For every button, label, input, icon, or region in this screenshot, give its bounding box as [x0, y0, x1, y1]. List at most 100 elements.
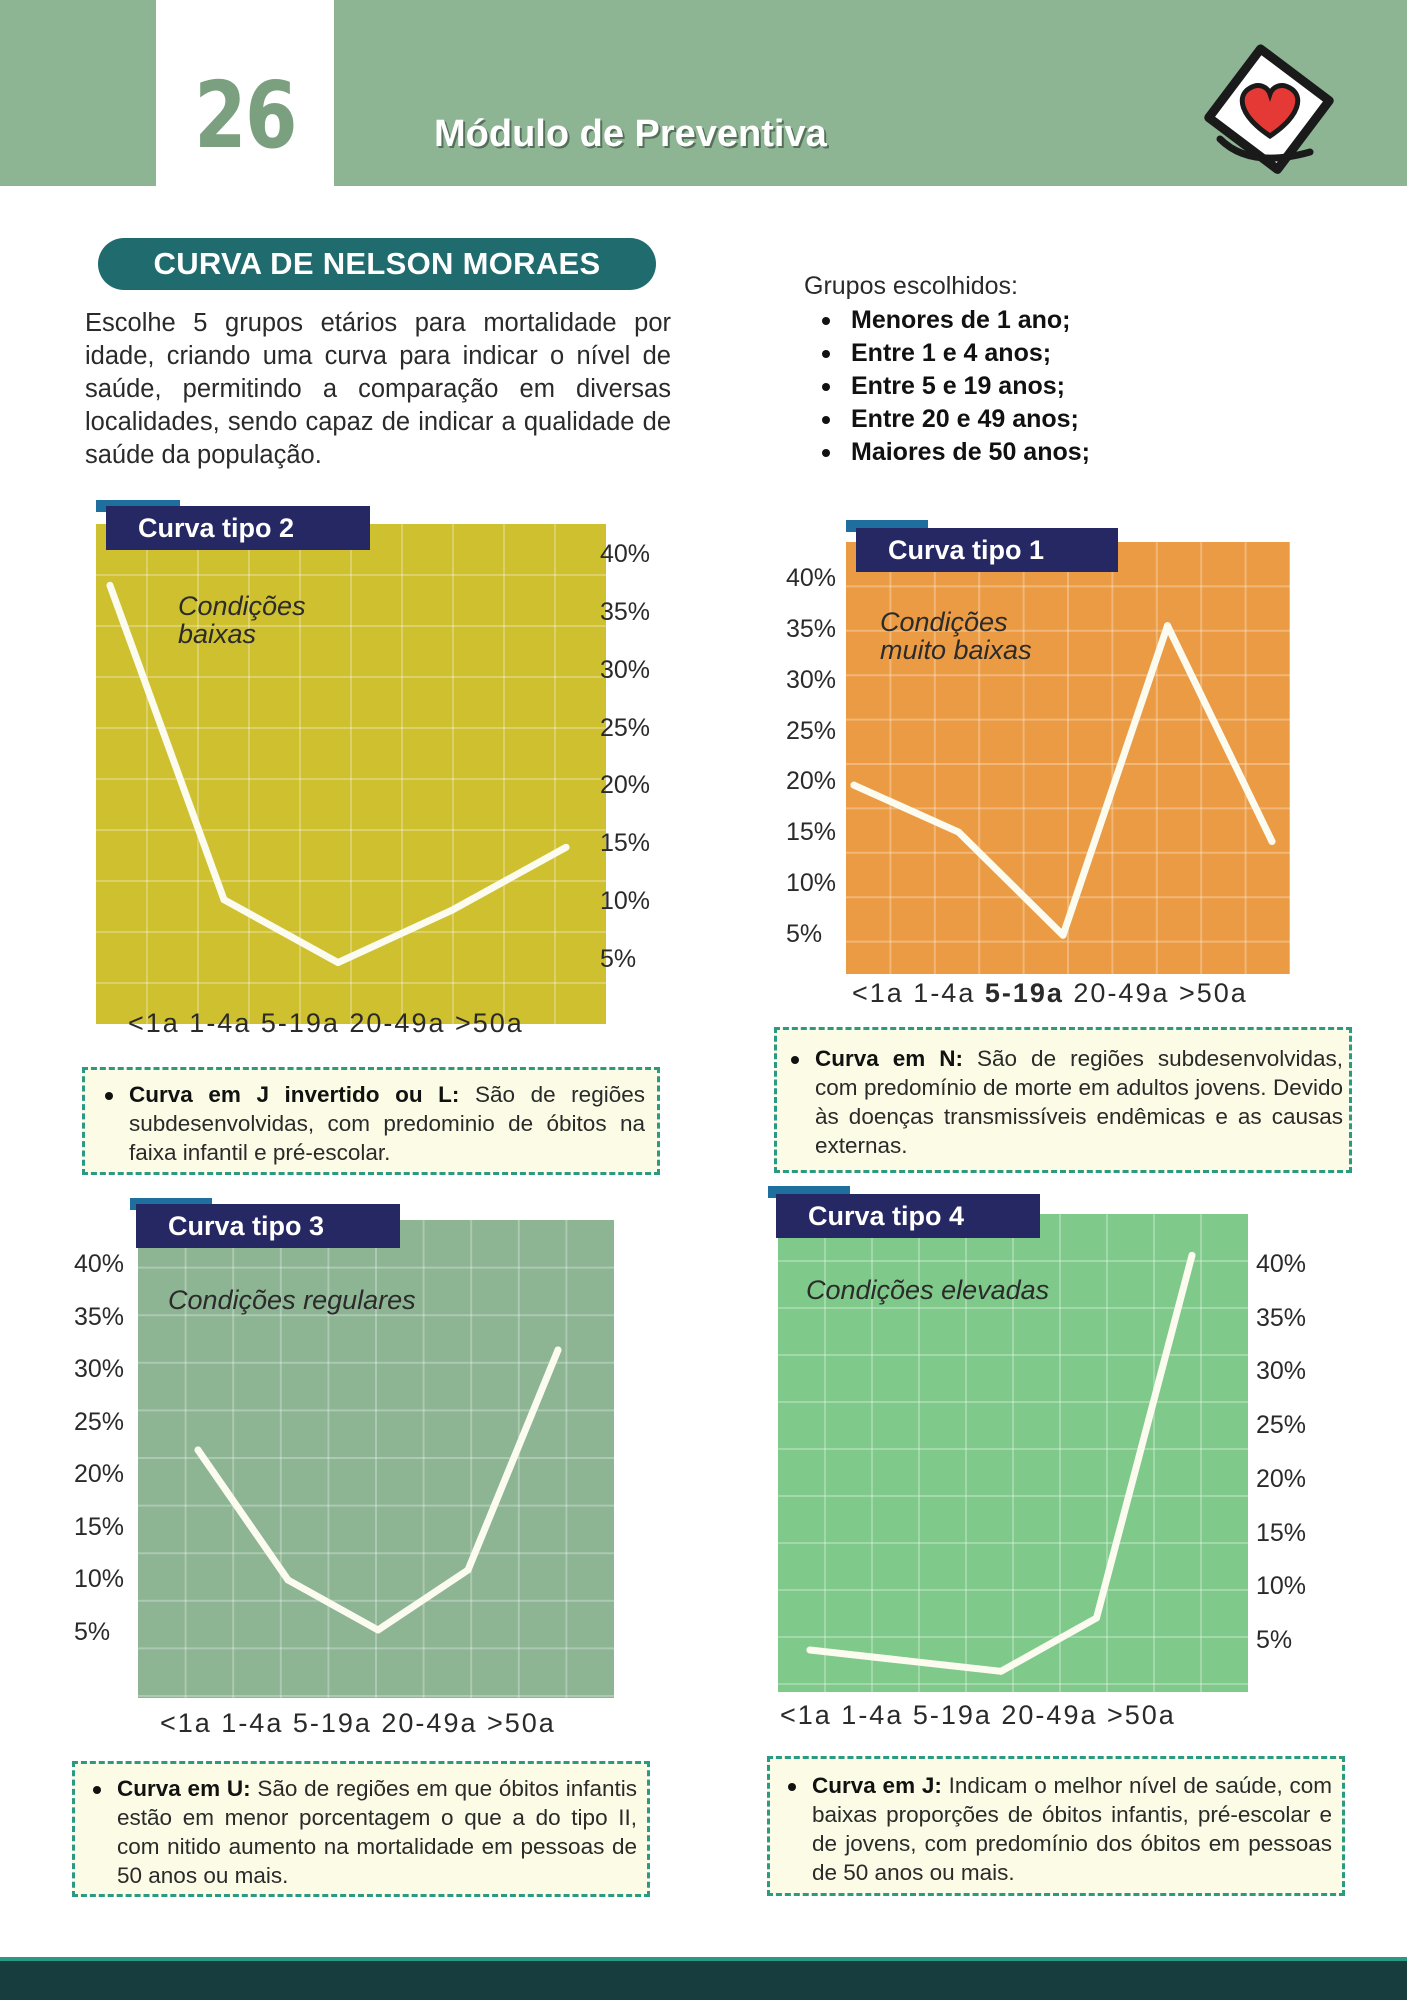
y-tick-label: 25%	[1256, 1411, 1307, 1440]
y-tick-label: 20%	[786, 767, 837, 796]
note-text: São de regiões em que óbitos infantis es…	[117, 1776, 637, 1888]
y-tick-label: 20%	[600, 771, 651, 800]
y-tick-label: 10%	[600, 887, 651, 916]
list-item: Menores de 1 ano;	[818, 304, 1090, 337]
y-tick-label: 5%	[600, 945, 637, 973]
data-point	[1188, 1251, 1196, 1259]
y-tick-label: 25%	[786, 716, 837, 745]
note-curva-u: Curva em U: São de regiões em que óbitos…	[72, 1761, 650, 1897]
data-point	[106, 581, 114, 589]
data-point	[220, 896, 228, 904]
chart-plot-area	[778, 1214, 1248, 1692]
y-tick-label: 30%	[786, 665, 837, 694]
note-curva-j: Curva em J: Indicam o melhor nível de sa…	[767, 1756, 1345, 1896]
y-tick-label: 25%	[74, 1407, 125, 1436]
y-tick-label: 40%	[74, 1250, 125, 1278]
y-tick-label: 35%	[1256, 1303, 1307, 1332]
x-axis-labels: <1a 1-4a 5-19a 20-49a >50a	[780, 1700, 1176, 1730]
data-point	[448, 906, 456, 914]
list-item: Maiores de 50 anos;	[818, 436, 1090, 469]
x-axis-labels: <1a 1-4a 5-19a 20-49a >50a	[852, 978, 1248, 1009]
data-point	[997, 1667, 1005, 1675]
data-point	[284, 1576, 292, 1584]
note-text: São de regiões subdesenvolvidas, com pre…	[129, 1082, 645, 1165]
y-tick-label: 25%	[600, 713, 651, 742]
chart-tab-label: Curva tipo 3	[136, 1204, 400, 1248]
chart-background	[778, 1214, 1248, 1692]
page-number-box	[156, 0, 334, 186]
note-term: Curva em N:	[815, 1046, 964, 1071]
y-tick-label: 40%	[1256, 1250, 1307, 1278]
list-item: Entre 5 e 19 anos;	[818, 370, 1090, 403]
y-tick-label: 10%	[74, 1565, 125, 1594]
y-tick-label: 30%	[600, 655, 651, 684]
chart-condition-label: Condições elevadas	[806, 1275, 1050, 1305]
data-point	[1268, 837, 1276, 845]
chart-curva-tipo-3: Curva tipo 3 Condições regulares 40% 35% 3…	[70, 1198, 650, 1748]
note-term: Curva em J:	[812, 1773, 942, 1798]
chart-background	[846, 542, 1290, 974]
x-axis-labels-start: <1a 1-4a	[852, 978, 985, 1008]
y-tick-label: 35%	[74, 1302, 125, 1331]
data-point	[334, 959, 342, 967]
chart-curva-tipo-2: Curva tipo 2 Condições baixas 40% 35% 30% 2…	[96, 500, 666, 1040]
chart-condition-label: Condições muito baixas	[880, 607, 1032, 665]
data-point	[374, 1626, 382, 1634]
y-tick-label: 35%	[600, 597, 651, 626]
chart-condition-label: Condições baixas	[178, 591, 306, 649]
y-tick-label: 15%	[1256, 1518, 1307, 1547]
chart-condition-label: Condições regulares	[168, 1285, 416, 1315]
y-tick-label: 20%	[1256, 1464, 1307, 1493]
chart-plot-area	[846, 542, 1290, 974]
data-point	[194, 1446, 202, 1454]
chart-tab-label: Curva tipo 2	[106, 506, 370, 550]
footer-accent-line	[0, 1957, 1407, 1961]
chart-curva-tipo-1: Curva tipo 1 Condições muito baixas 40% 3…	[776, 520, 1316, 1020]
list-item: Curva em J invertido ou L: São de regiõe…	[97, 1080, 645, 1167]
chart-plot-area	[138, 1220, 614, 1698]
chart-curva-tipo-4: Curva tipo 4 Condições elevadas 40% 35% 30…	[768, 1186, 1328, 1730]
y-tick-label: 5%	[1256, 1626, 1293, 1654]
note-term: Curva em U:	[117, 1776, 251, 1801]
y-tick-label: 40%	[600, 540, 651, 568]
data-point	[850, 781, 858, 789]
data-point	[554, 1346, 562, 1354]
list-item: Curva em N: São de regiões subdesenvolvi…	[783, 1044, 1343, 1160]
note-curva-n: Curva em N: São de regiões subdesenvolvi…	[774, 1027, 1352, 1173]
list-item: Entre 20 e 49 anos;	[818, 403, 1090, 436]
note-term: Curva em J invertido ou L:	[129, 1082, 460, 1107]
list-item: Curva em J: Indicam o melhor nível de sa…	[780, 1771, 1332, 1887]
note-text: São de regiões subdesenvolvidas, com pre…	[815, 1046, 1343, 1158]
data-point	[806, 1646, 814, 1654]
y-tick-label: 10%	[1256, 1572, 1307, 1601]
groups-title: Grupos escolhidos:	[804, 272, 1019, 300]
data-point	[1093, 1614, 1100, 1622]
intro-paragraph: Escolhe 5 grupos etários para mortalidad…	[85, 309, 671, 469]
y-tick-label: 5%	[786, 920, 823, 948]
y-tick-label: 30%	[74, 1355, 125, 1384]
note-curva-j-invertido: Curva em J invertido ou L: São de regiõe…	[82, 1067, 660, 1175]
page-number: 26	[194, 62, 297, 169]
data-point	[955, 828, 962, 836]
list-item: Curva em U: São de regiões em que óbitos…	[85, 1774, 637, 1890]
data-point	[1059, 931, 1067, 939]
y-tick-label: 40%	[786, 564, 837, 592]
y-tick-label: 5%	[74, 1618, 111, 1646]
data-point	[464, 1566, 472, 1574]
module-title: Módulo de Preventiva	[434, 113, 827, 155]
data-point	[902, 1657, 909, 1665]
y-tick-label: 15%	[600, 829, 651, 858]
note-text: Indicam o melhor nível de saúde, com bai…	[812, 1773, 1332, 1885]
x-axis-labels-end: 20-49a >50a	[1063, 978, 1248, 1008]
y-tick-label: 35%	[786, 614, 837, 643]
y-tick-label: 10%	[786, 869, 837, 898]
list-item: Entre 1 e 4 anos;	[818, 337, 1090, 370]
section-title: CURVA DE NELSON MORAES	[98, 238, 656, 290]
chart-plot-area	[96, 524, 606, 1024]
groups-list: Menores de 1 ano; Entre 1 e 4 anos; Entr…	[818, 304, 1090, 469]
chart-background	[138, 1220, 614, 1698]
x-axis-labels: <1a 1-4a 5-19a 20-49a >50a	[160, 1708, 556, 1738]
footer-bar	[0, 1961, 1407, 2000]
y-tick-label: 30%	[1256, 1357, 1307, 1386]
heart-card-icon	[1204, 44, 1334, 174]
